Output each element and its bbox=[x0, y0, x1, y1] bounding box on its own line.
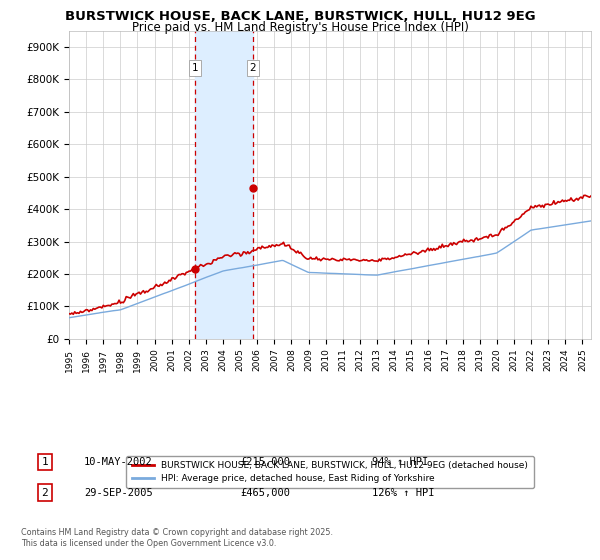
Bar bbox=[195, 31, 253, 339]
Text: £215,000: £215,000 bbox=[240, 457, 290, 467]
Text: 2: 2 bbox=[250, 63, 256, 73]
Text: 2: 2 bbox=[41, 488, 49, 498]
Text: 1: 1 bbox=[41, 457, 49, 467]
Text: 29-SEP-2005: 29-SEP-2005 bbox=[84, 488, 153, 498]
Text: Contains HM Land Registry data © Crown copyright and database right 2025.
This d: Contains HM Land Registry data © Crown c… bbox=[21, 528, 333, 548]
Text: 94% ↑ HPI: 94% ↑ HPI bbox=[372, 457, 428, 467]
Legend: BURSTWICK HOUSE, BACK LANE, BURSTWICK, HULL, HU12 9EG (detached house), HPI: Ave: BURSTWICK HOUSE, BACK LANE, BURSTWICK, H… bbox=[126, 456, 534, 488]
Text: 10-MAY-2002: 10-MAY-2002 bbox=[84, 457, 153, 467]
Text: £465,000: £465,000 bbox=[240, 488, 290, 498]
Text: 1: 1 bbox=[191, 63, 198, 73]
Text: Price paid vs. HM Land Registry's House Price Index (HPI): Price paid vs. HM Land Registry's House … bbox=[131, 21, 469, 34]
Text: 126% ↑ HPI: 126% ↑ HPI bbox=[372, 488, 434, 498]
Text: BURSTWICK HOUSE, BACK LANE, BURSTWICK, HULL, HU12 9EG: BURSTWICK HOUSE, BACK LANE, BURSTWICK, H… bbox=[65, 10, 535, 23]
